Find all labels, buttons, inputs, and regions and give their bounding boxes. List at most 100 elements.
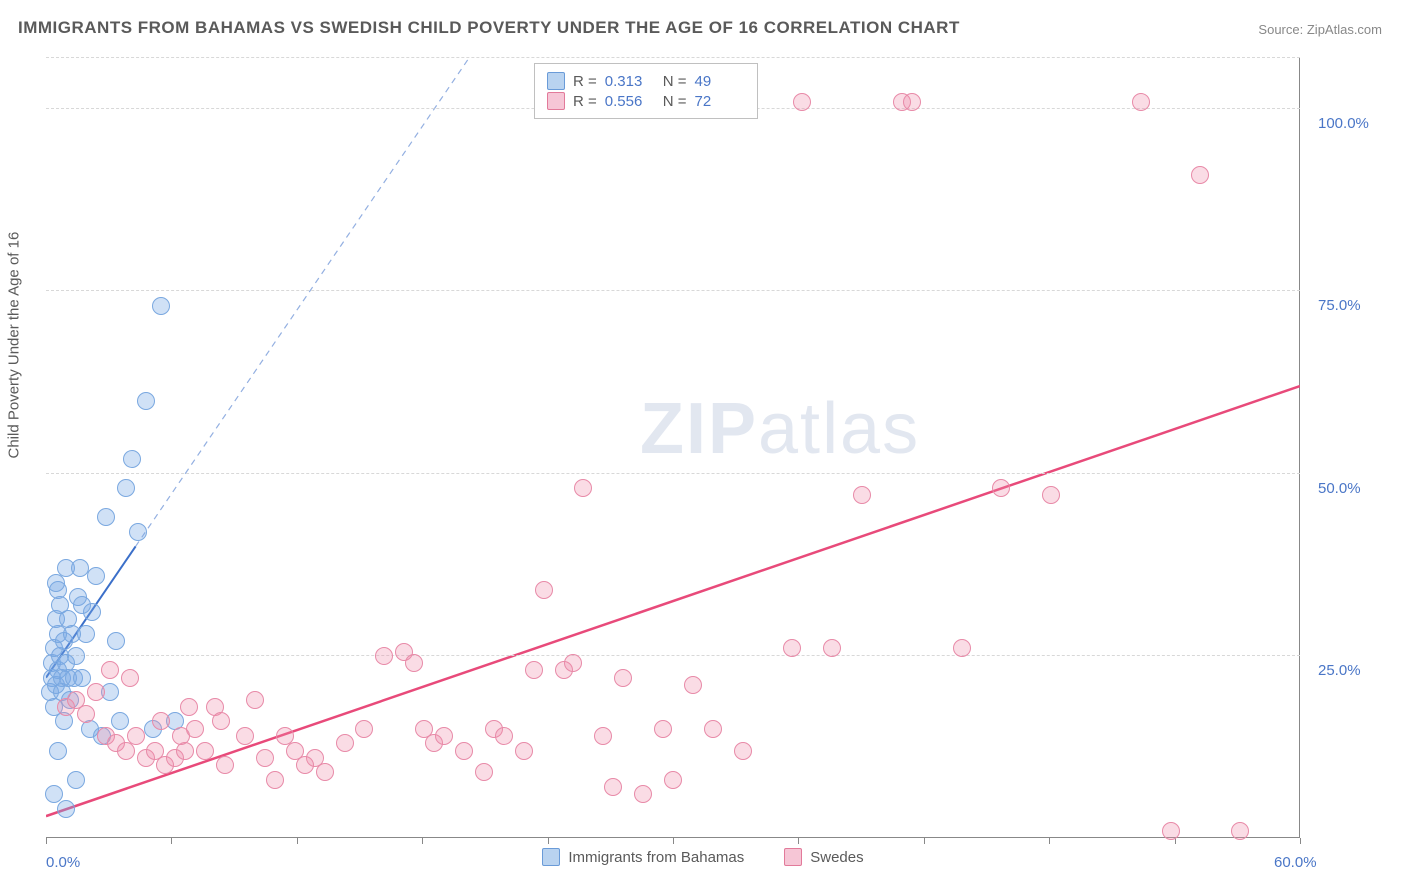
- y-axis-line: [1299, 58, 1300, 838]
- correlation-legend: R =0.313N =49R =0.556N =72: [534, 63, 758, 119]
- data-point: [1162, 822, 1180, 840]
- data-point: [1231, 822, 1249, 840]
- data-point: [129, 523, 147, 541]
- data-point: [87, 567, 105, 585]
- chart-title: IMMIGRANTS FROM BAHAMAS VS SWEDISH CHILD…: [18, 18, 960, 38]
- data-point: [127, 727, 145, 745]
- legend-swatch: [542, 848, 560, 866]
- data-point: [266, 771, 284, 789]
- x-tick: [171, 838, 172, 844]
- data-point: [654, 720, 672, 738]
- data-point: [152, 297, 170, 315]
- data-point: [704, 720, 722, 738]
- data-point: [614, 669, 632, 687]
- data-point: [415, 720, 433, 738]
- data-point: [73, 596, 91, 614]
- data-point: [49, 742, 67, 760]
- data-point: [664, 771, 682, 789]
- data-point: [236, 727, 254, 745]
- x-tick: [673, 838, 674, 844]
- y-tick-label: 25.0%: [1318, 662, 1361, 679]
- data-point: [296, 756, 314, 774]
- data-point: [196, 742, 214, 760]
- data-point: [117, 479, 135, 497]
- source-name: ZipAtlas.com: [1307, 22, 1382, 37]
- data-point: [634, 785, 652, 803]
- data-point: [180, 698, 198, 716]
- data-point: [574, 479, 592, 497]
- data-point: [375, 647, 393, 665]
- legend-swatch: [547, 72, 565, 90]
- legend-swatch: [784, 848, 802, 866]
- legend-r-value: 0.556: [605, 93, 655, 110]
- data-point: [107, 632, 125, 650]
- x-tick: [924, 838, 925, 844]
- data-point: [594, 727, 612, 745]
- data-point: [823, 639, 841, 657]
- x-tick: [1175, 838, 1176, 844]
- grid-line: [46, 655, 1300, 656]
- legend-swatch: [547, 92, 565, 110]
- data-point: [212, 712, 230, 730]
- data-point: [336, 734, 354, 752]
- data-point: [73, 669, 91, 687]
- legend-n-label: N =: [663, 93, 687, 110]
- data-point: [172, 727, 190, 745]
- data-point: [783, 639, 801, 657]
- data-point: [355, 720, 373, 738]
- data-point: [475, 763, 493, 781]
- data-point: [77, 705, 95, 723]
- y-tick-label: 100.0%: [1318, 115, 1369, 132]
- grid-line: [46, 290, 1300, 291]
- grid-line: [46, 473, 1300, 474]
- data-point: [316, 763, 334, 781]
- regression-lines: [46, 58, 1300, 838]
- data-point: [793, 93, 811, 111]
- data-point: [1132, 93, 1150, 111]
- legend-item: Swedes: [784, 848, 863, 866]
- legend-series-name: Immigrants from Bahamas: [568, 849, 744, 866]
- x-tick: [297, 838, 298, 844]
- legend-r-value: 0.313: [605, 73, 655, 90]
- data-point: [97, 508, 115, 526]
- data-point: [57, 800, 75, 818]
- data-point: [455, 742, 473, 760]
- data-point: [256, 749, 274, 767]
- source-attribution: Source: ZipAtlas.com: [1258, 22, 1382, 37]
- data-point: [495, 727, 513, 745]
- data-point: [101, 661, 119, 679]
- legend-r-label: R =: [573, 93, 597, 110]
- x-tick-label: 0.0%: [46, 854, 80, 871]
- data-point: [684, 676, 702, 694]
- data-point: [246, 691, 264, 709]
- data-point: [67, 647, 85, 665]
- legend-n-label: N =: [663, 73, 687, 90]
- data-point: [435, 727, 453, 745]
- x-tick: [46, 838, 47, 844]
- x-tick: [1049, 838, 1050, 844]
- data-point: [47, 574, 65, 592]
- data-point: [734, 742, 752, 760]
- data-point: [953, 639, 971, 657]
- y-axis-label: Child Poverty Under the Age of 16: [6, 232, 23, 459]
- data-point: [604, 778, 622, 796]
- data-point: [137, 392, 155, 410]
- data-point: [123, 450, 141, 468]
- y-tick-label: 75.0%: [1318, 297, 1361, 314]
- fit-line: [46, 386, 1300, 816]
- data-point: [87, 683, 105, 701]
- grid-line: [46, 57, 1300, 58]
- data-point: [903, 93, 921, 111]
- data-point: [535, 581, 553, 599]
- series-legend: Immigrants from Bahamas Swedes: [0, 848, 1406, 866]
- source-label: Source:: [1258, 22, 1303, 37]
- data-point: [515, 742, 533, 760]
- data-point: [121, 669, 139, 687]
- legend-row: R =0.313N =49: [547, 72, 745, 90]
- legend-row: R = 0.556 N = 72: [547, 92, 745, 110]
- legend-n-value: 72: [695, 93, 745, 110]
- legend-r-label: R =: [573, 73, 597, 90]
- x-tick-label: 60.0%: [1274, 854, 1317, 871]
- data-point: [1191, 166, 1209, 184]
- data-point: [564, 654, 582, 672]
